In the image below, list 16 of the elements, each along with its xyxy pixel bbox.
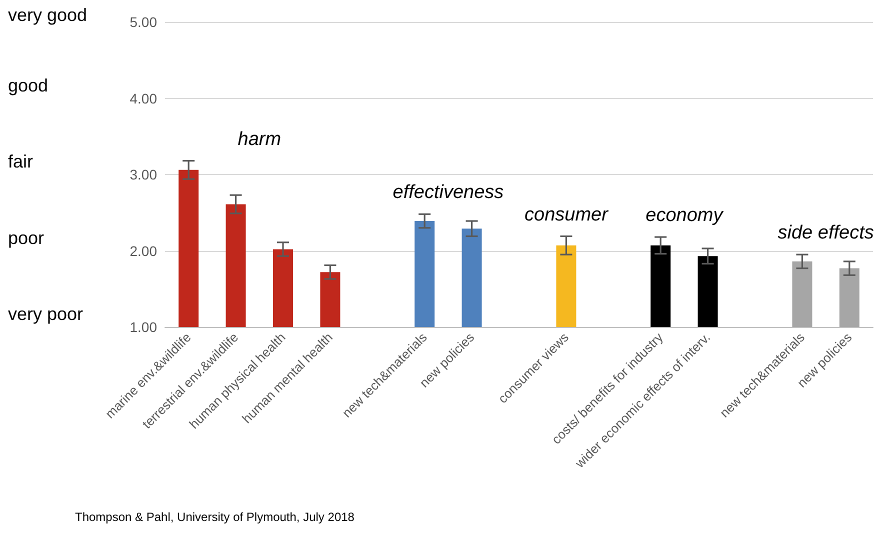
y-tick-label: 4.00	[130, 90, 158, 106]
annotation: effectiveness	[392, 182, 504, 204]
annotation: consumer	[524, 204, 609, 226]
y-tick-label: 5.00	[130, 14, 158, 30]
annotation: side effects	[778, 222, 874, 244]
text: very good	[8, 5, 88, 25]
text: fair	[8, 152, 34, 172]
y-tick-label: 3.00	[130, 166, 158, 182]
text: poor	[8, 228, 44, 248]
y-tick-label: 2.00	[130, 242, 158, 259]
text: very poor	[8, 304, 84, 324]
y-tick-label: 1.00	[130, 319, 158, 335]
text: good	[8, 75, 48, 96]
annotation: harm	[238, 128, 282, 150]
text: Thompson & Pahl, University of Plymouth, July 2018	[75, 510, 355, 524]
annotation: economy	[646, 205, 724, 226]
